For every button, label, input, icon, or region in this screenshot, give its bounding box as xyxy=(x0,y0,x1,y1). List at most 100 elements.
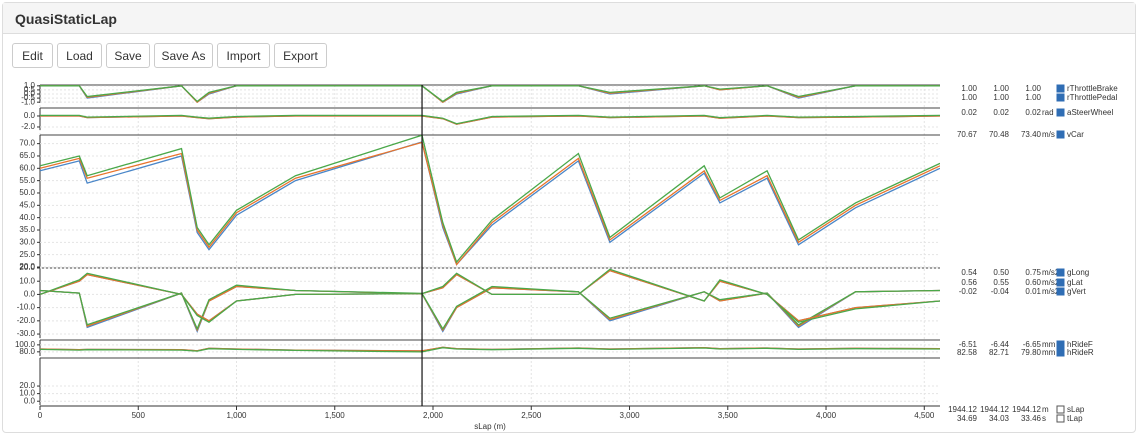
y-tick-label: 20.0 xyxy=(19,262,35,271)
y-tick-label: 0.0 xyxy=(24,290,36,299)
x-tick-label: 1,500 xyxy=(325,411,346,420)
channel-toggle xyxy=(1056,405,1065,414)
readout-unit: mm xyxy=(1042,340,1056,349)
channel-name: gVert xyxy=(1067,287,1086,296)
readout-value: 0.60 xyxy=(1025,278,1041,287)
readout-value: 82.58 xyxy=(957,348,978,357)
channel-toggle xyxy=(1056,268,1065,277)
readout-value: -0.02 xyxy=(959,287,978,296)
x-tick-label: 500 xyxy=(132,411,146,420)
trace xyxy=(40,114,940,125)
readout-value: 1.00 xyxy=(1025,93,1041,102)
readout-unit: m/s2 xyxy=(1042,278,1060,287)
readout-value: 73.40 xyxy=(1021,130,1042,139)
y-tick-label: 70.0 xyxy=(19,139,35,148)
channel-toggle xyxy=(1056,340,1065,349)
readout-value: -0.04 xyxy=(991,287,1010,296)
channel-name: hRideR xyxy=(1067,348,1094,357)
readout-unit: m/s xyxy=(1042,130,1055,139)
readout-value: 1.00 xyxy=(993,93,1009,102)
y-tick-label: 1.0 xyxy=(24,81,36,90)
y-tick-label: 80.0 xyxy=(19,347,35,356)
trace xyxy=(40,141,940,266)
y-tick-label: 20.0 xyxy=(19,381,35,390)
readout-value: 70.48 xyxy=(989,130,1010,139)
trace xyxy=(40,135,940,264)
channel-toggle xyxy=(1056,414,1065,423)
x-tick-label: 4,000 xyxy=(816,411,837,420)
trace xyxy=(40,85,940,103)
load-button[interactable]: Load xyxy=(57,43,102,68)
channel-toggle xyxy=(1056,348,1065,357)
readout-value: 0.02 xyxy=(1025,108,1041,117)
channel-name: hRideF xyxy=(1067,340,1093,349)
readout-value: 1.00 xyxy=(961,93,977,102)
save-button[interactable]: Save xyxy=(106,43,150,68)
readout-value: 1.00 xyxy=(993,84,1009,93)
channel-toggle xyxy=(1056,278,1065,287)
y-tick-label: -20.0 xyxy=(17,316,36,325)
channel-name: rThrottleBrake xyxy=(1067,84,1118,93)
y-tick-label: 0.5 xyxy=(24,85,36,94)
import-button[interactable]: Import xyxy=(217,43,270,68)
edit-button[interactable]: Edit xyxy=(12,43,53,68)
channel-name: gLong xyxy=(1067,268,1089,277)
y-tick-label: -10.0 xyxy=(17,303,36,312)
x-tick-label: 2,500 xyxy=(521,411,542,420)
readout-value: 0.02 xyxy=(993,108,1009,117)
channel-toggle xyxy=(1056,130,1065,139)
trace xyxy=(40,284,940,331)
y-tick-label: 45.0 xyxy=(19,200,35,209)
readout-unit: s xyxy=(1042,414,1046,423)
y-tick-label: 100.0 xyxy=(15,340,36,349)
readout-value: 70.67 xyxy=(957,130,978,139)
y-tick-label: -2.0 xyxy=(21,122,35,131)
channel-name: tLap xyxy=(1067,414,1083,423)
readout-value: 1944.12 xyxy=(980,405,1009,414)
x-tick-label: 2,000 xyxy=(423,411,444,420)
y-tick-label: 55.0 xyxy=(19,176,35,185)
y-tick-label: 50.0 xyxy=(19,188,35,197)
readout-value: 0.56 xyxy=(961,278,977,287)
readout-unit: m/s2 xyxy=(1042,268,1060,277)
trace xyxy=(40,268,940,323)
readout-value: 0.75 xyxy=(1025,268,1041,277)
export-button[interactable]: Export xyxy=(274,43,327,68)
readout-value: -6.65 xyxy=(1023,340,1042,349)
y-tick-label: 35.0 xyxy=(19,225,35,234)
readout-value: 1944.12 xyxy=(1012,405,1041,414)
channel-name: gLat xyxy=(1067,278,1083,287)
y-tick-label: -1.0 xyxy=(21,97,35,106)
y-tick-label: 65.0 xyxy=(19,151,35,160)
y-tick-label: 0.0 xyxy=(24,396,36,405)
readout-unit: m/s2 xyxy=(1042,287,1060,296)
y-tick-label: 40.0 xyxy=(19,213,35,222)
panel-header: QuasiStaticLap xyxy=(3,3,1135,34)
readout-value: 0.02 xyxy=(961,108,977,117)
channel-name: aSteerWheel xyxy=(1067,108,1113,117)
y-tick-label: -30.0 xyxy=(17,329,36,338)
y-tick-label: 25.0 xyxy=(19,250,35,259)
x-tick-label: 3,000 xyxy=(620,411,641,420)
trace xyxy=(40,141,940,266)
y-tick-label: 60.0 xyxy=(19,163,35,172)
readout-value: 33.46 xyxy=(1021,414,1042,423)
y-tick-label: 10.0 xyxy=(19,276,35,285)
readout-value: 1944.12 xyxy=(948,405,977,414)
channel-name: sLap xyxy=(1067,405,1085,414)
x-tick-label: 4,500 xyxy=(914,411,935,420)
readout-value: 0.50 xyxy=(993,268,1009,277)
readout-unit: mm xyxy=(1042,348,1056,357)
channel-name: rThrottlePedal xyxy=(1067,93,1117,102)
readout-value: 79.80 xyxy=(1021,348,1042,357)
readout-value: -6.44 xyxy=(991,340,1010,349)
y-tick-label: 30.0 xyxy=(19,237,35,246)
readout-value: 1.00 xyxy=(1025,84,1041,93)
y-tick-label: 0.0 xyxy=(24,89,36,98)
readout-value: 0.55 xyxy=(993,278,1009,287)
save-as-button[interactable]: Save As xyxy=(154,43,213,68)
x-tick-label: 0 xyxy=(38,411,43,420)
